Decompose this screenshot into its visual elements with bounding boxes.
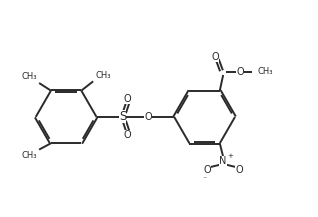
Text: CH₃: CH₃ xyxy=(96,71,111,80)
Text: CH₃: CH₃ xyxy=(22,151,37,160)
Text: N: N xyxy=(219,156,227,166)
Text: O: O xyxy=(203,165,211,175)
Text: O: O xyxy=(212,52,219,62)
Text: O: O xyxy=(124,130,132,140)
Text: S: S xyxy=(119,110,126,123)
Text: O: O xyxy=(124,94,132,104)
Text: O: O xyxy=(236,67,244,77)
Text: CH₃: CH₃ xyxy=(22,72,37,81)
Text: O: O xyxy=(144,112,152,122)
Text: ⁻: ⁻ xyxy=(203,174,207,184)
Text: O: O xyxy=(235,165,243,175)
Text: +: + xyxy=(227,153,233,159)
Text: CH₃: CH₃ xyxy=(258,67,273,76)
